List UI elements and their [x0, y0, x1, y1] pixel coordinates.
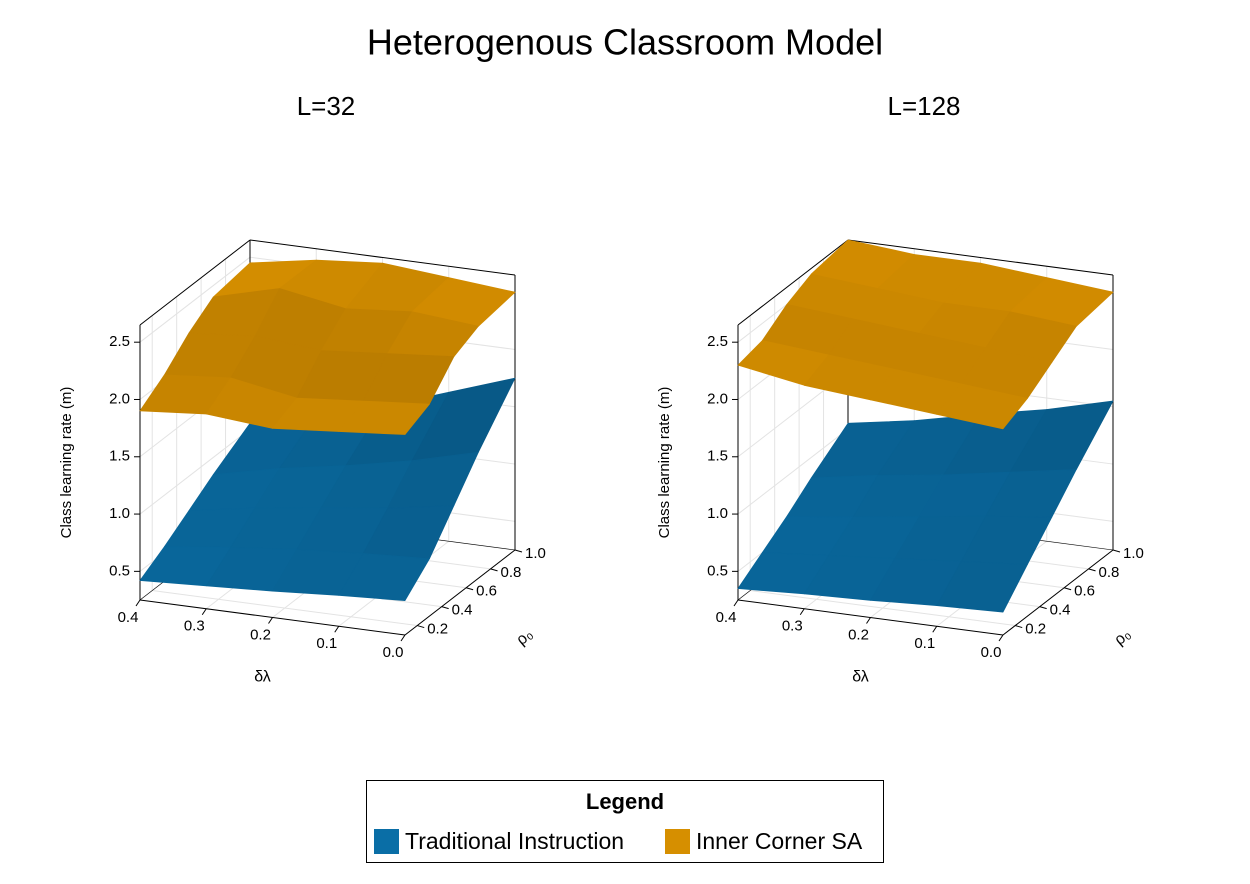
axis-line: [847, 239, 1114, 276]
grid-line: [737, 428, 849, 515]
tick-mark: [135, 599, 141, 607]
tick-mark: [514, 549, 523, 553]
y-tick-label: 1.0: [1123, 545, 1144, 562]
tick-mark: [268, 617, 273, 624]
legend-box: [366, 780, 884, 863]
tick-mark: [799, 608, 805, 616]
z-tick-label: 1.5: [109, 448, 130, 465]
x-axis-label: δλ: [852, 669, 869, 686]
y-tick-label: 0.4: [452, 602, 473, 619]
surface: [139, 259, 516, 435]
x-tick-label: 0.0: [383, 644, 404, 661]
legend-label: Inner Corner SA: [696, 828, 863, 854]
surface: [737, 400, 1114, 613]
z-tick-label: 1.0: [109, 505, 130, 522]
z-tick-label: 2.5: [707, 333, 728, 350]
x-tick-label: 0.4: [716, 609, 737, 626]
tick-mark: [866, 617, 871, 624]
x-tick-label: 0.3: [782, 618, 803, 635]
axis-line: [249, 239, 516, 276]
x-tick-label: 0.0: [981, 644, 1002, 661]
figure-title: Heterogenous Classroom Model: [367, 22, 883, 63]
tick-mark: [1112, 549, 1121, 553]
y-tick-label: 0.2: [427, 621, 448, 638]
grid-line: [139, 256, 251, 343]
x-tick-label: 0.1: [316, 635, 337, 652]
y-tick-label: 0.6: [476, 583, 497, 600]
z-tick-label: 1.0: [707, 505, 728, 522]
tick-mark: [334, 625, 340, 633]
grid-line: [750, 590, 1016, 627]
z-tick-label: 2.0: [109, 390, 130, 407]
tick-mark: [998, 634, 1004, 642]
tick-mark: [1039, 606, 1047, 610]
tick-mark: [400, 634, 406, 642]
x-tick-label: 0.4: [118, 609, 139, 626]
x-tick-label: 0.3: [184, 618, 205, 635]
z-axis-label: Class learning rate (m): [656, 387, 673, 539]
grid-line: [139, 428, 251, 515]
surface: [737, 239, 1114, 430]
subplot-title: L=32: [297, 91, 356, 121]
z-axis-label: Class learning rate (m): [58, 387, 75, 539]
surface: [139, 377, 516, 601]
z-tick-label: 2.5: [109, 333, 130, 350]
y-tick-label: 0.8: [501, 564, 522, 581]
x-tick-label: 0.2: [250, 626, 271, 643]
z-tick-label: 0.5: [707, 562, 728, 579]
surface-patch: [338, 553, 430, 601]
subplot: L=320.51.01.52.02.50.00.10.20.30.40.20.4…: [58, 91, 546, 686]
subplot: L=1280.51.01.52.02.50.00.10.20.30.40.20.…: [656, 91, 1144, 686]
x-axis-label: δλ: [254, 669, 271, 686]
tick-mark: [932, 625, 938, 633]
x-tick-label: 0.1: [914, 635, 935, 652]
surface-patch: [936, 383, 1028, 430]
legend-swatch: [665, 829, 690, 854]
axis-line: [1002, 549, 1114, 636]
tick-mark: [1015, 625, 1023, 629]
tick-mark: [465, 587, 474, 591]
y-tick-label: 0.6: [1074, 583, 1095, 600]
z-tick-label: 0.5: [109, 562, 130, 579]
legend-label: Traditional Instruction: [405, 828, 624, 854]
axis-line: [737, 239, 849, 326]
tick-mark: [201, 608, 207, 616]
tick-mark: [441, 606, 449, 610]
z-tick-label: 2.0: [707, 390, 728, 407]
legend-title: Legend: [586, 789, 664, 814]
y-tick-label: 0.2: [1025, 621, 1046, 638]
plots: L=320.51.01.52.02.50.00.10.20.30.40.20.4…: [58, 91, 1144, 686]
x-tick-label: 0.2: [848, 626, 869, 643]
y-tick-label: 1.0: [525, 545, 546, 562]
tick-mark: [417, 625, 425, 629]
grid-line: [152, 590, 418, 627]
surface-patch: [338, 400, 430, 435]
legend-swatch: [374, 829, 399, 854]
z-tick-label: 1.5: [707, 448, 728, 465]
axis-line: [404, 549, 516, 636]
y-tick-label: 0.8: [1099, 564, 1120, 581]
tick-mark: [1063, 587, 1072, 591]
axis-line: [139, 239, 251, 326]
tick-mark: [490, 568, 498, 572]
tick-mark: [733, 599, 739, 607]
y-tick-label: 0.4: [1050, 602, 1071, 619]
subplot-title: L=128: [887, 91, 960, 121]
surface-patch: [936, 561, 1028, 613]
tick-mark: [1088, 568, 1096, 572]
